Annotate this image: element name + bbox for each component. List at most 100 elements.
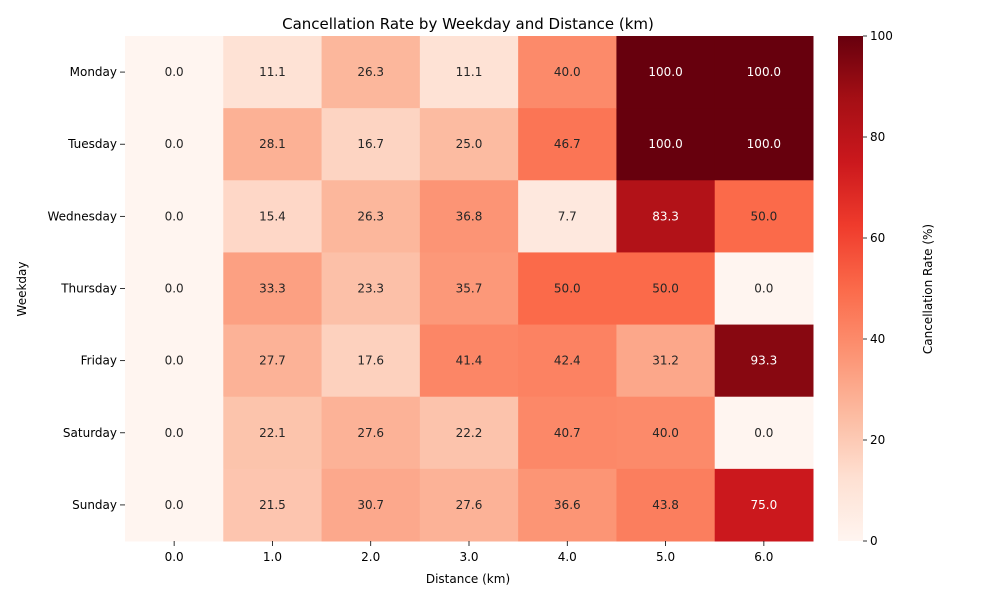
- cell-value-label: 28.1: [259, 137, 286, 151]
- cell-value-label: 26.3: [357, 65, 384, 79]
- cell-value-label: 40.0: [554, 65, 581, 79]
- heatmap-cell: [714, 180, 814, 253]
- heatmap-cell: [223, 324, 323, 398]
- cell-value-label: 50.0: [750, 209, 777, 223]
- heatmap-cell: [419, 108, 519, 181]
- heatmap-cell: [419, 324, 519, 398]
- y-axis-label: Weekday: [15, 262, 29, 317]
- cell-value-label: 27.6: [357, 426, 384, 440]
- cell-value-label: 11.1: [456, 65, 483, 79]
- heatmap-cell: [518, 468, 617, 542]
- heatmap-cell: [616, 468, 716, 542]
- cell-value-label: 100.0: [648, 137, 682, 151]
- heatmap-cell: [419, 396, 519, 470]
- heatmap-cell: [223, 252, 323, 326]
- cell-value-label: 21.5: [259, 498, 286, 512]
- cell-value-label: 23.3: [357, 282, 384, 296]
- heatmap-cell: [321, 180, 421, 253]
- heatmap-cell: [714, 396, 814, 470]
- cell-value-label: 100.0: [747, 137, 781, 151]
- heatmap-cell: [125, 108, 224, 181]
- heatmap-cell: [616, 252, 716, 326]
- x-tick-label: 1.0: [263, 550, 282, 564]
- heatmap-cell: [321, 396, 421, 470]
- cell-value-label: 0.0: [165, 65, 184, 79]
- y-tick-label: Wednesday: [48, 209, 117, 223]
- cell-value-label: 0.0: [165, 498, 184, 512]
- y-tick-label: Thursday: [60, 282, 117, 296]
- heatmap-cell: [223, 396, 323, 470]
- heatmap-cell: [518, 108, 617, 181]
- cell-value-label: 35.7: [456, 282, 483, 296]
- cell-value-label: 0.0: [754, 426, 773, 440]
- cell-value-label: 25.0: [456, 137, 483, 151]
- x-tick-label: 6.0: [754, 550, 773, 564]
- heatmap-cell: [518, 36, 617, 109]
- heatmap-cell: [223, 108, 323, 181]
- cell-value-label: 27.7: [259, 354, 286, 368]
- cell-value-label: 22.2: [456, 426, 483, 440]
- cell-value-label: 31.2: [652, 354, 679, 368]
- x-tick-label: 4.0: [558, 550, 577, 564]
- colorbar-tick-label: 0: [870, 534, 878, 548]
- colorbar-tick-label: 20: [870, 433, 885, 447]
- cell-value-label: 0.0: [165, 426, 184, 440]
- x-tick-label: 2.0: [361, 550, 380, 564]
- colorbar: 0 20 40 60 80 100: [838, 29, 893, 548]
- heatmap-cell: [321, 252, 421, 326]
- y-tick-label: Sunday: [72, 498, 117, 512]
- cell-value-label: 30.7: [357, 498, 384, 512]
- heatmap-cell: [714, 108, 814, 181]
- cell-value-label: 7.7: [558, 209, 577, 223]
- cell-value-label: 83.3: [652, 209, 679, 223]
- cell-value-label: 0.0: [165, 137, 184, 151]
- cell-value-label: 41.4: [456, 354, 483, 368]
- heatmap-cell: [714, 252, 814, 326]
- heatmap-cell: [419, 252, 519, 326]
- cell-value-label: 22.1: [259, 426, 286, 440]
- heatmap-cell: [714, 324, 814, 398]
- cell-value-label: 50.0: [554, 282, 581, 296]
- y-tick-label: Tuesday: [67, 137, 117, 151]
- heatmap-cell: [223, 36, 323, 109]
- heatmap-cell: [223, 468, 323, 542]
- heatmap-cell: [125, 324, 224, 398]
- x-tick-label: 5.0: [656, 550, 675, 564]
- heatmap-cell: [321, 108, 421, 181]
- heatmap-cell: [518, 396, 617, 470]
- cell-value-label: 40.0: [652, 426, 679, 440]
- cell-value-label: 100.0: [648, 65, 682, 79]
- colorbar-tick-label: 80: [870, 130, 885, 144]
- heatmap-cells: 0.0 11.1 26.3 11.1 40.0 100.0 100.0 0.0 28.1 16.7…: [125, 36, 814, 542]
- chart-title: Cancellation Rate by Weekday and Distanc…: [282, 15, 654, 33]
- heatmap-cell: [714, 36, 814, 109]
- x-axis-ticks: 0.0 1.0 2.0 3.0 4.0 5.0 6.0: [165, 541, 773, 564]
- cell-value-label: 46.7: [554, 137, 581, 151]
- cell-value-label: 27.6: [456, 498, 483, 512]
- x-tick-label: 3.0: [459, 550, 478, 564]
- heatmap-cell: [616, 108, 716, 181]
- cell-value-label: 26.3: [357, 209, 384, 223]
- heatmap-cell: [616, 324, 716, 398]
- cell-value-label: 17.6: [357, 354, 384, 368]
- cell-value-label: 100.0: [747, 65, 781, 79]
- cell-value-label: 16.7: [357, 137, 384, 151]
- heatmap-cell: [321, 324, 421, 398]
- heatmap-cell: [125, 396, 224, 470]
- heatmap-cell: [223, 180, 323, 253]
- cell-value-label: 40.7: [554, 426, 581, 440]
- heatmap-cell: [125, 468, 224, 542]
- cell-value-label: 93.3: [750, 354, 777, 368]
- heatmap-cell: [616, 36, 716, 109]
- colorbar-tick-label: 40: [870, 332, 885, 346]
- heatmap-cell: [616, 396, 716, 470]
- y-tick-label: Monday: [70, 65, 117, 79]
- cell-value-label: 42.4: [554, 354, 581, 368]
- heatmap-cell: [125, 252, 224, 326]
- y-axis-ticks: Monday Tuesday Wednesday Thursday Friday Satu…: [48, 65, 125, 512]
- cell-value-label: 33.3: [259, 282, 286, 296]
- colorbar-tick-label: 60: [870, 231, 885, 245]
- cell-value-label: 0.0: [165, 209, 184, 223]
- cell-value-label: 15.4: [259, 209, 286, 223]
- cell-value-label: 36.6: [554, 498, 581, 512]
